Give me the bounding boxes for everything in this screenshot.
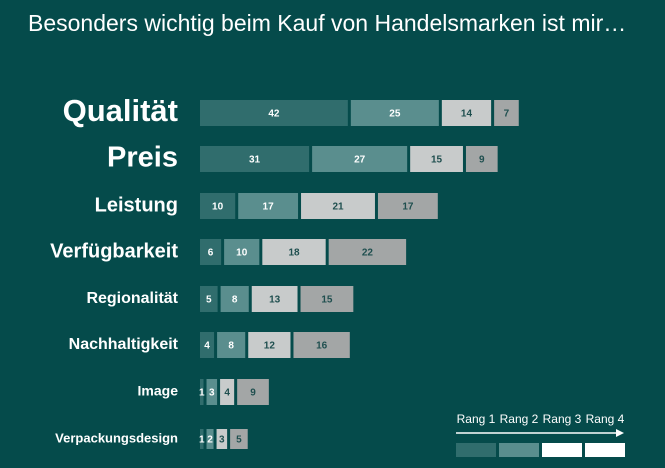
bar-segment	[200, 332, 215, 358]
bar-segment	[206, 379, 218, 405]
bar-value-label: 42	[268, 109, 280, 120]
bars: 42 25 14 731 27 15 910 17 21 176 10 18 225 8 13 154 8 12 1…	[199, 100, 519, 449]
bar-segment	[301, 193, 375, 219]
category-label: Verfügbarkeit	[50, 240, 178, 262]
bar-segment	[237, 379, 269, 405]
bar-value-label: 6	[208, 248, 214, 259]
bar-value-label: 15	[431, 155, 443, 166]
bar-segment	[200, 239, 222, 265]
bar-value-label: 5	[236, 435, 242, 446]
bar-segment	[200, 286, 218, 312]
legend: Rang 1 Rang 2 Rang 3 Rang 4	[456, 412, 625, 457]
legend-arrow-icon	[616, 429, 624, 437]
legend-label: Rang 1	[457, 412, 496, 426]
bar-value-label: 9	[250, 388, 256, 399]
legend-label: Rang 4	[586, 412, 625, 426]
category-label: Preis	[107, 142, 178, 174]
bar-segment	[224, 239, 260, 265]
bar-segment	[377, 193, 438, 219]
legend-swatch	[456, 443, 496, 457]
bar-segment	[206, 429, 214, 449]
legend-label: Rang 2	[500, 412, 539, 426]
bar-value-label: 21	[332, 202, 344, 213]
bar-segment	[220, 286, 249, 312]
category-label: Qualität	[63, 93, 178, 128]
bar-value-label: 18	[288, 248, 300, 259]
bar-segment	[216, 429, 228, 449]
bar-value-label: 10	[236, 248, 248, 259]
bar-value-label: 9	[479, 155, 485, 166]
bar-segment	[248, 332, 291, 358]
bar-value-label: 31	[249, 155, 261, 166]
bar-value-label: 8	[232, 295, 238, 306]
bar-value-label: 14	[461, 109, 473, 120]
bar-segment	[494, 100, 519, 126]
legend-swatch	[585, 443, 625, 457]
bar-value-label: 12	[264, 341, 276, 352]
bar-segment	[230, 429, 248, 449]
bar-value-label: 27	[354, 155, 366, 166]
bar-value-label: 5	[206, 295, 212, 306]
legend-swatch	[542, 443, 582, 457]
bar-value-label: 25	[389, 109, 401, 120]
category-label: Verpackungsdesign	[55, 430, 178, 445]
bar-value-label: 3	[219, 435, 225, 446]
bar-segment	[200, 429, 204, 449]
bar-value-label: 4	[224, 388, 230, 399]
bar-segment	[251, 286, 298, 312]
chart-title: Besonders wichtig beim Kauf von Handelsm…	[28, 10, 627, 36]
bar-value-label: 17	[402, 202, 414, 213]
bar-segment	[465, 146, 498, 172]
bar-value-label: 17	[263, 202, 275, 213]
bar-segment	[217, 332, 246, 358]
category-label: Image	[138, 383, 179, 399]
bar-segment	[312, 146, 408, 172]
bar-segment	[410, 146, 463, 172]
bar-value-label: 2	[207, 435, 213, 446]
bar-value-label: 15	[321, 295, 333, 306]
bar-segment	[200, 379, 204, 405]
bar-segment	[200, 193, 236, 219]
category-label: Regionalität	[86, 290, 178, 307]
bar-segment	[441, 100, 492, 126]
category-label: Nachhaltigkeit	[69, 336, 179, 353]
bar-value-label: 10	[212, 202, 224, 213]
bar-segment	[238, 193, 299, 219]
bar-segment	[200, 146, 310, 172]
category-label: Leistung	[95, 194, 178, 216]
bar-segment	[220, 379, 235, 405]
legend-swatch	[499, 443, 539, 457]
bar-value-label: 8	[228, 341, 234, 352]
legend-label: Rang 3	[543, 412, 582, 426]
bar-segment	[293, 332, 350, 358]
bar-value-label: 22	[362, 248, 374, 259]
bar-segment	[328, 239, 407, 265]
bar-segment	[200, 100, 348, 126]
category-labels: Qualität Preis Leistung Verfügbarkeit Region…	[50, 93, 179, 445]
bar-segment	[350, 100, 439, 126]
bar-value-label: 1	[199, 388, 205, 399]
bar-value-label: 3	[209, 388, 215, 399]
bar-segment	[262, 239, 326, 265]
bar-segment	[300, 286, 354, 312]
bar-value-label: 1	[199, 435, 205, 446]
bar-value-label: 4	[204, 341, 210, 352]
bar-value-label: 13	[269, 295, 281, 306]
bar-value-label: 7	[504, 109, 510, 120]
bar-value-label: 16	[316, 341, 328, 352]
